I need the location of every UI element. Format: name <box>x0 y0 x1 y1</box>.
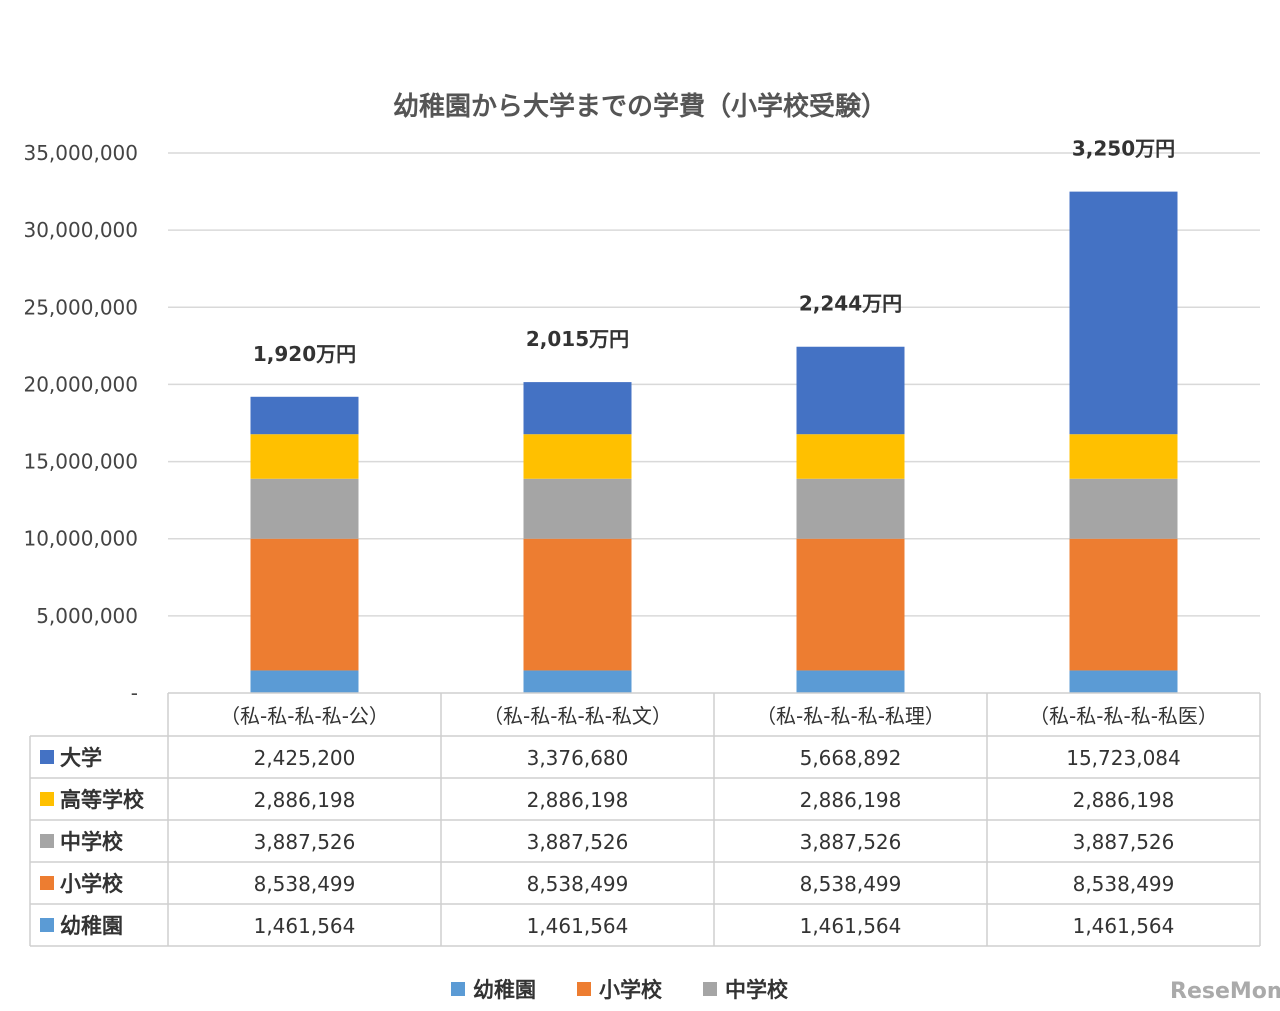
total-label: 1,920万円 <box>253 342 356 366</box>
data-cell: 8,538,499 <box>527 872 629 896</box>
series-name: 高等学校 <box>60 788 145 812</box>
y-tick-label: 25,000,000 <box>23 295 138 319</box>
total-label: 2,015万円 <box>526 327 629 351</box>
total-label: 2,244万円 <box>799 292 902 316</box>
data-cell: 1,461,564 <box>1073 914 1175 938</box>
data-cell: 1,461,564 <box>254 914 356 938</box>
data-cell: 8,538,499 <box>800 872 902 896</box>
bar-segment <box>1069 538 1178 671</box>
y-tick-label: 35,000,000 <box>23 141 138 165</box>
category-label: （私-私-私-私-私理） <box>756 704 945 728</box>
bar-segment <box>250 434 359 479</box>
data-cell: 3,887,526 <box>1073 830 1175 854</box>
chart-title: 幼稚園から大学までの学費（小学校受験） <box>393 91 887 122</box>
data-cell: 15,723,084 <box>1066 746 1181 770</box>
data-cell: 5,668,892 <box>800 746 902 770</box>
data-cell: 3,887,526 <box>254 830 356 854</box>
bar-segment <box>250 396 359 435</box>
series-swatch <box>40 834 54 848</box>
series-swatch <box>40 750 54 764</box>
y-tick-label: 30,000,000 <box>23 218 138 242</box>
legend-label: 中学校 <box>725 978 789 1002</box>
series-name: 中学校 <box>60 830 124 854</box>
y-tick-label: 10,000,000 <box>23 527 138 551</box>
category-label: （私-私-私-私-私文） <box>483 704 672 728</box>
data-cell: 2,886,198 <box>1073 788 1175 812</box>
y-tick-label: 15,000,000 <box>23 450 138 474</box>
data-cell: 8,538,499 <box>254 872 356 896</box>
series-swatch <box>40 918 54 932</box>
series-swatch <box>40 876 54 890</box>
data-cell: 2,425,200 <box>254 746 356 770</box>
data-cell: 3,887,526 <box>800 830 902 854</box>
bar-segment <box>250 538 359 671</box>
y-tick-label: 5,000,000 <box>36 604 138 628</box>
series-name: 小学校 <box>60 872 124 896</box>
y-tick-label: 20,000,000 <box>23 372 138 396</box>
data-cell: 2,886,198 <box>254 788 356 812</box>
bar-segment <box>1069 670 1178 693</box>
legend-label: 小学校 <box>599 978 663 1002</box>
bar-segment <box>250 670 359 693</box>
bar-segment <box>523 478 632 539</box>
data-table: （私-私-私-私-公） （私-私-私-私-私文） （私-私-私-私-私理） （私-私-… <box>29 692 1261 947</box>
bar-segment <box>523 538 632 671</box>
bar-segment <box>523 382 632 435</box>
legend: 幼稚園 小学校 中学校 <box>451 978 789 1002</box>
bar-segment <box>796 434 905 479</box>
bar-segment <box>523 670 632 693</box>
legend-swatch <box>703 982 717 996</box>
bar-segment <box>1069 191 1178 435</box>
bar-segment <box>250 478 359 539</box>
data-cell: 3,887,526 <box>527 830 629 854</box>
category-label: （私-私-私-私-公） <box>220 704 389 728</box>
bar-segment <box>796 538 905 671</box>
data-cell: 1,461,564 <box>800 914 902 938</box>
data-cell: 1,461,564 <box>527 914 629 938</box>
y-tick-label: - <box>131 681 138 705</box>
total-label: 3,250万円 <box>1072 137 1175 161</box>
bars <box>250 191 1178 693</box>
bar-segment <box>1069 478 1178 539</box>
y-axis-ticks: - 5,000,000 10,000,000 15,000,000 20,000,000… <box>23 141 138 705</box>
legend-label: 幼稚園 <box>473 978 536 1002</box>
series-name: 大学 <box>60 746 102 770</box>
bar-segment <box>1069 434 1178 479</box>
series-name: 幼稚園 <box>60 914 123 938</box>
legend-swatch <box>577 982 591 996</box>
data-cell: 8,538,499 <box>1073 872 1175 896</box>
data-cell: 2,886,198 <box>800 788 902 812</box>
bar-segment <box>796 478 905 539</box>
series-swatch <box>40 792 54 806</box>
resemom-watermark: ReseMom <box>1170 979 1280 1004</box>
category-label: （私-私-私-私-私医） <box>1029 704 1218 728</box>
total-labels: 1,920万円 2,015万円 2,244万円 3,250万円 <box>253 137 1175 366</box>
data-cell: 3,376,680 <box>527 746 629 770</box>
bar-segment <box>796 670 905 693</box>
bar-segment <box>796 346 905 435</box>
bar-segment <box>523 434 632 479</box>
legend-swatch <box>451 982 465 996</box>
data-cell: 2,886,198 <box>527 788 629 812</box>
